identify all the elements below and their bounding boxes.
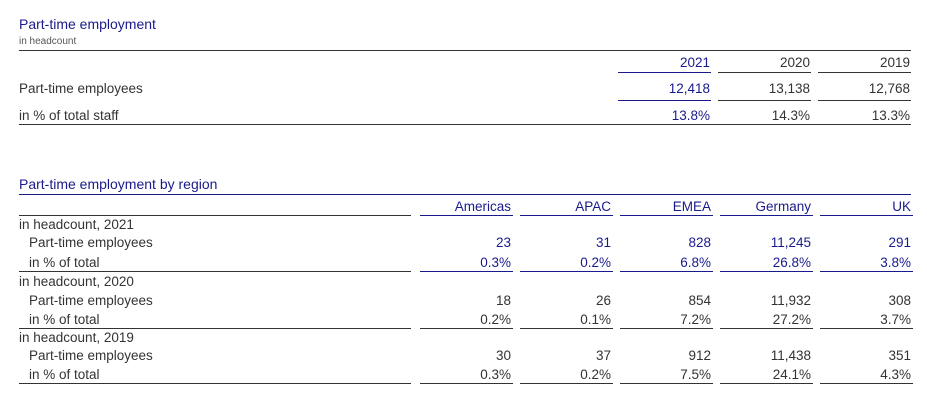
group-rule bbox=[420, 271, 513, 272]
row-label: Part-time employees bbox=[29, 348, 153, 363]
region-header-emea: EMEA bbox=[672, 199, 711, 214]
cell-value: 11,438 bbox=[770, 348, 811, 363]
year-2020-rule bbox=[718, 72, 811, 73]
cell-value: 291 bbox=[888, 235, 911, 250]
cell-value: 23 bbox=[495, 235, 511, 250]
row-label: in % of total bbox=[29, 367, 100, 382]
cell-value: 0.3% bbox=[480, 255, 511, 270]
cell-value: 37 bbox=[595, 348, 611, 363]
cell-value: 26 bbox=[595, 293, 611, 308]
row-divider bbox=[718, 100, 811, 101]
cell-value: 26.8% bbox=[772, 255, 811, 270]
cell-value: 7.5% bbox=[680, 367, 711, 382]
cell-value: 0.2% bbox=[480, 312, 511, 327]
cell-value: 0.2% bbox=[580, 367, 611, 382]
table2-title: Part-time employment by region bbox=[19, 176, 218, 192]
cell-value: 912 bbox=[688, 348, 711, 363]
table2-bottom-rule bbox=[420, 383, 513, 384]
cell-value: 30 bbox=[495, 348, 511, 363]
group-rule bbox=[620, 328, 713, 329]
cell-value: 3.8% bbox=[880, 255, 911, 270]
table1-top-rule bbox=[19, 50, 911, 51]
region-header-rule bbox=[420, 215, 513, 216]
cell-value: 31 bbox=[595, 235, 611, 250]
group-header: in headcount, 2021 bbox=[19, 217, 134, 232]
row-divider bbox=[618, 100, 711, 101]
table1-subtitle: in headcount bbox=[19, 36, 77, 47]
table2-bottom-rule bbox=[620, 383, 713, 384]
cell-value: 828 bbox=[688, 235, 711, 250]
table2-bottom-rule bbox=[720, 383, 813, 384]
region-header-rule bbox=[620, 215, 713, 216]
row-divider bbox=[818, 100, 911, 101]
group-rule bbox=[720, 328, 813, 329]
group-rule bbox=[19, 271, 411, 272]
region-header-germany: Germany bbox=[755, 199, 811, 214]
region-header-americas: Americas bbox=[454, 199, 511, 214]
group-rule bbox=[820, 328, 913, 329]
region-header-rule bbox=[520, 215, 613, 216]
year-header-2021: 2021 bbox=[679, 55, 710, 70]
cell-value: 6.8% bbox=[680, 255, 711, 270]
table2-bottom-rule bbox=[19, 383, 411, 384]
cell-value: 24.1% bbox=[772, 367, 811, 382]
year-header-2020: 2020 bbox=[779, 55, 810, 70]
cell-value: 18 bbox=[495, 293, 511, 308]
cell-value: 12,768 bbox=[868, 81, 910, 96]
cell-value: 351 bbox=[888, 348, 911, 363]
group-rule bbox=[820, 271, 913, 272]
group-rule bbox=[520, 328, 613, 329]
year-2019-rule bbox=[818, 72, 911, 73]
table2-bottom-rule bbox=[520, 383, 613, 384]
cell-value: 13,138 bbox=[768, 81, 810, 96]
table2-bottom-rule bbox=[820, 383, 913, 384]
table2-top-rule bbox=[19, 194, 911, 195]
row-label: Part-time employees bbox=[29, 235, 153, 250]
row-label: in % of total bbox=[29, 312, 100, 327]
cell-value: 11,932 bbox=[770, 293, 811, 308]
cell-value: 11,245 bbox=[770, 235, 811, 250]
cell-value: 854 bbox=[688, 293, 711, 308]
group-header: in headcount, 2020 bbox=[19, 274, 134, 289]
cell-value: 308 bbox=[888, 293, 911, 308]
year-header-2019: 2019 bbox=[879, 55, 910, 70]
group-rule bbox=[720, 271, 813, 272]
group-rule bbox=[420, 328, 513, 329]
cell-value: 14.3% bbox=[771, 108, 810, 123]
group-rule bbox=[520, 271, 613, 272]
cell-value: 12,418 bbox=[668, 81, 710, 96]
row-label: Part-time employees bbox=[19, 81, 143, 96]
region-header-rule bbox=[19, 215, 411, 216]
region-header-rule bbox=[720, 215, 813, 216]
region-header-apac: APAC bbox=[575, 199, 611, 214]
table1-bottom-rule bbox=[19, 124, 911, 125]
table1-title: Part-time employment bbox=[19, 16, 156, 32]
group-rule bbox=[19, 328, 411, 329]
cell-value: 13.8% bbox=[671, 108, 710, 123]
row-label: in % of total bbox=[29, 255, 100, 270]
cell-value: 7.2% bbox=[680, 312, 711, 327]
cell-value: 13.3% bbox=[871, 108, 910, 123]
cell-value: 0.2% bbox=[580, 255, 611, 270]
group-rule bbox=[620, 271, 713, 272]
row-label: in % of total staff bbox=[19, 108, 119, 123]
cell-value: 4.3% bbox=[880, 367, 911, 382]
cell-value: 3.7% bbox=[880, 312, 911, 327]
year-2021-rule bbox=[618, 72, 711, 73]
cell-value: 0.3% bbox=[480, 367, 511, 382]
row-label: Part-time employees bbox=[29, 293, 153, 308]
group-header: in headcount, 2019 bbox=[19, 330, 134, 345]
region-header-uk: UK bbox=[892, 199, 911, 214]
region-header-rule bbox=[820, 215, 913, 216]
cell-value: 0.1% bbox=[580, 312, 611, 327]
cell-value: 27.2% bbox=[772, 312, 811, 327]
